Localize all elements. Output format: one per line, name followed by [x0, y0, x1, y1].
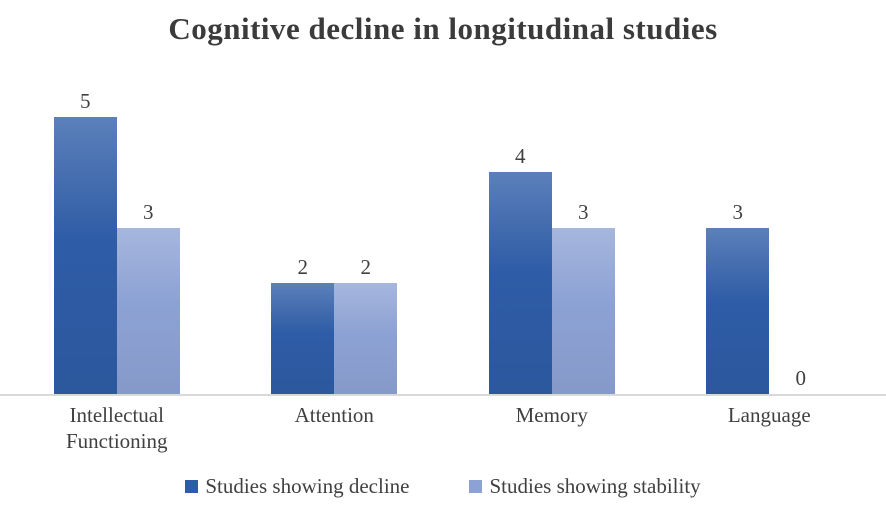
category-label: Intellectual Functioning — [65, 403, 168, 454]
category-cell: Memory — [443, 396, 661, 466]
bar-slot: 4 — [488, 58, 552, 394]
bar-value-label: 3 — [732, 199, 744, 224]
bar-value-label: 3 — [578, 199, 589, 224]
chart-title: Cognitive decline in longitudinal studie… — [168, 11, 718, 46]
bar-slot: 3 — [706, 58, 770, 394]
chart-legend: Studies showing decline Studies showing … — [0, 466, 886, 506]
category-cell: Language — [661, 396, 879, 466]
legend-marker-stability-icon — [469, 479, 483, 493]
bar — [551, 227, 615, 394]
bar — [488, 172, 552, 394]
legend-item-decline: Studies showing decline — [185, 474, 409, 499]
category-label: Attention — [294, 403, 374, 427]
bar-slot: 5 — [53, 58, 117, 394]
bar-value-label: 0 — [795, 366, 807, 390]
bar — [116, 227, 180, 394]
category-axis: Intellectual Functioning Attention Memory L… — [0, 396, 886, 466]
category-label: Memory — [515, 403, 588, 427]
bar-slot: 2 — [334, 58, 398, 394]
bar-value-label: 2 — [360, 255, 372, 280]
bar-value-label: 2 — [297, 255, 309, 280]
legend-label-stability: Studies showing stability — [489, 473, 701, 498]
bar — [334, 283, 398, 394]
bar-slot: 3 — [551, 58, 615, 394]
bar-value-label: 4 — [515, 144, 526, 169]
category-cell: Attention — [226, 396, 444, 466]
category-cell: Intellectual Functioning — [8, 396, 226, 466]
legend-label-decline: Studies showing decline — [205, 473, 410, 498]
bar — [271, 283, 335, 394]
bar-value-label: 5 — [80, 89, 91, 113]
bar-value-label: 3 — [143, 199, 154, 224]
bar — [53, 117, 117, 394]
bar-slot: 3 — [116, 58, 180, 394]
bar — [706, 227, 770, 394]
bar-slot: 2 — [271, 58, 335, 394]
legend-item-stability: Studies showing stability — [469, 473, 701, 499]
bar-slot: 0 — [769, 58, 832, 394]
category-label: Language — [727, 403, 811, 427]
legend-marker-decline-icon — [185, 479, 199, 493]
